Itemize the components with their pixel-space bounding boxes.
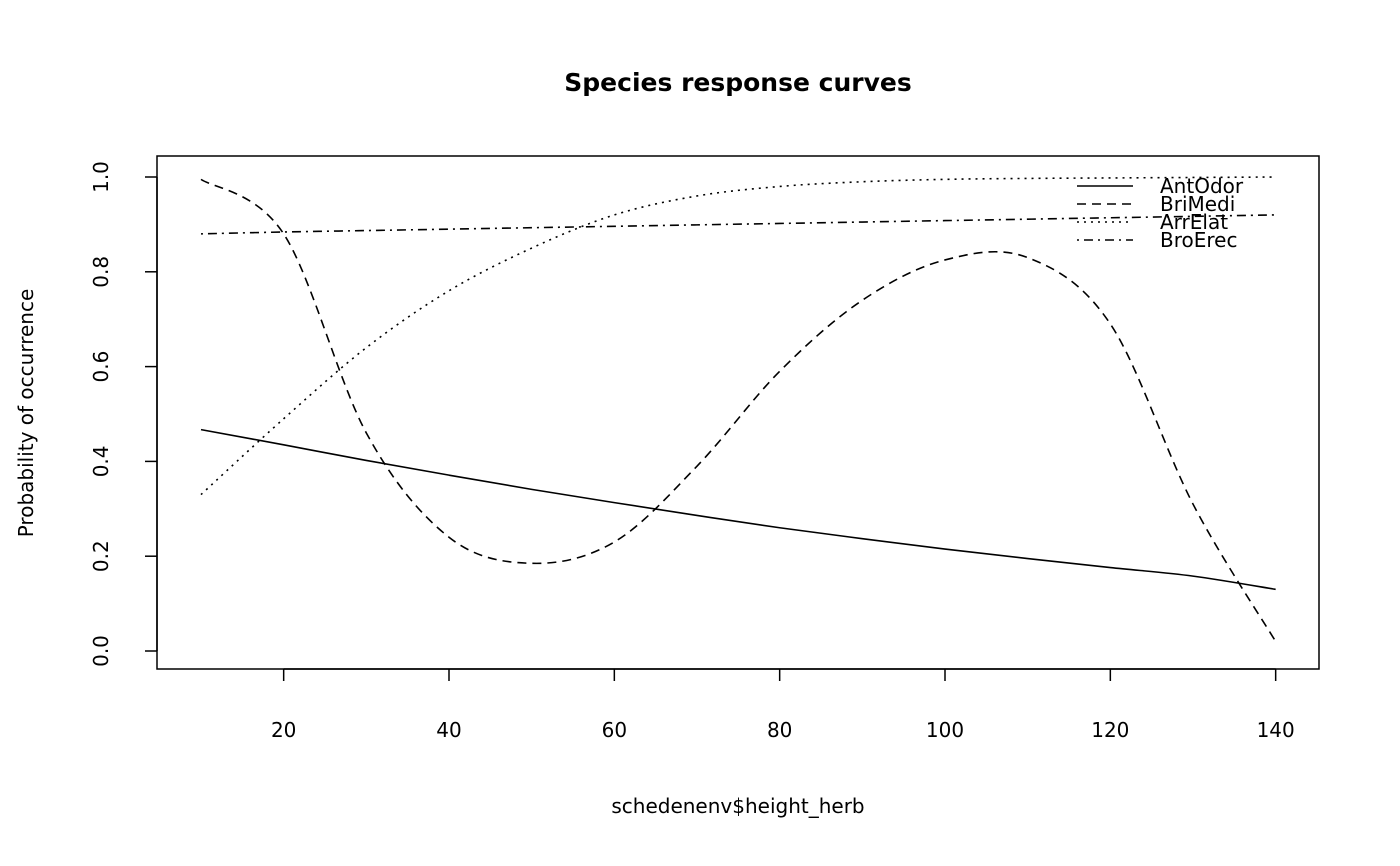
y-tick-label: 0.2 [89, 540, 113, 572]
y-axis: 0.0 0.2 0.4 0.6 0.8 1.0 [89, 161, 158, 667]
x-tick-label: 140 [1257, 718, 1295, 742]
y-tick-label: 0.4 [89, 445, 113, 477]
curve-arrelat [200, 176, 1276, 496]
y-axis-label: Probability of occurrence [14, 289, 38, 538]
legend-label-arrelat: ArrElat [1160, 210, 1228, 234]
curve-brimedi [200, 178, 1277, 642]
y-tick-label: 0.6 [89, 351, 113, 383]
x-tick-label: 60 [602, 718, 627, 742]
x-tick-label: 20 [271, 718, 296, 742]
legend-label-broerec: BroErec [1160, 228, 1237, 252]
x-axis: 20 40 60 80 100 120 140 [271, 668, 1295, 742]
x-axis-label: schedenenv$height_herb [611, 794, 864, 818]
plot-frame [156, 155, 1320, 670]
x-tick-label: 100 [926, 718, 964, 742]
y-tick-label: 0.8 [89, 256, 113, 288]
curves [200, 176, 1277, 642]
chart-title: Species response curves [564, 68, 911, 97]
x-tick-label: 40 [436, 718, 461, 742]
y-tick-label: 1.0 [89, 161, 113, 193]
x-tick-label: 80 [767, 718, 792, 742]
legend-label-antodor: AntOdor [1160, 174, 1244, 198]
curve-broerec [200, 214, 1276, 235]
y-tick-label: 0.0 [89, 635, 113, 667]
curve-antodor [200, 428, 1276, 591]
x-tick-label: 120 [1091, 718, 1129, 742]
legend-label-brimedi: BriMedi [1160, 192, 1235, 216]
